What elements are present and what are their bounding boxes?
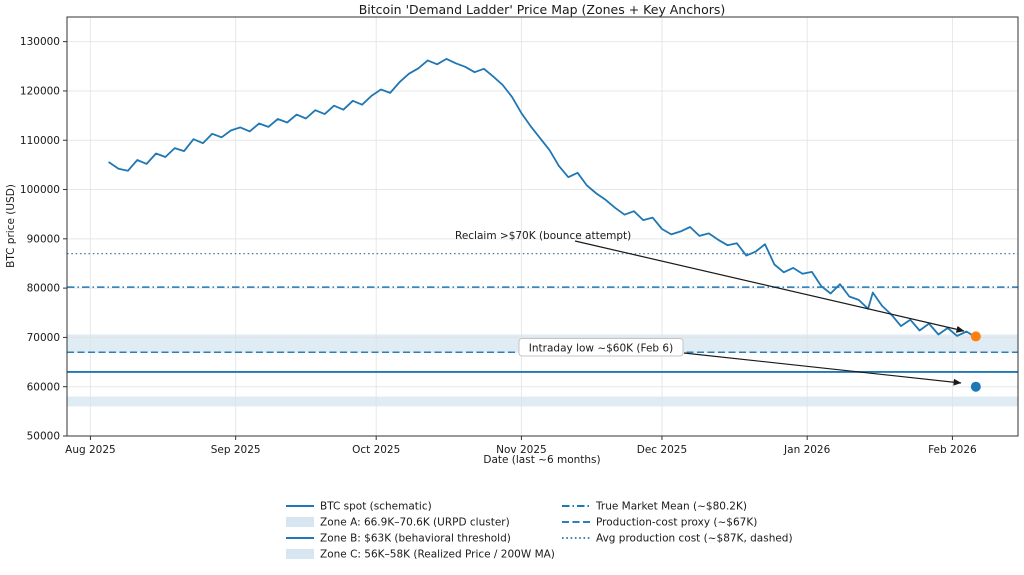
legend-label: True Market Mean (~$80.2K) [595, 501, 747, 513]
legend-label: Zone B: $63K (behavioral threshold) [320, 533, 511, 545]
legend-label: Zone C: 56K–58K (Realized Price / 200W M… [320, 549, 555, 561]
y-tick-label: 90000 [27, 233, 60, 245]
zone-band-c [67, 396, 1018, 407]
annotation-arrows [574, 240, 965, 386]
y-tick-label: 70000 [27, 332, 60, 344]
bounce-attempt-point [970, 331, 981, 342]
x-tick-label: Dec 2025 [637, 444, 687, 456]
x-tick-label: Aug 2025 [65, 444, 116, 456]
y-tick-label: 110000 [20, 135, 60, 147]
axis-ticks: 50000 60000 70000 80000 90000 100000 110000 120… [20, 36, 977, 456]
y-tick-label: 60000 [27, 381, 60, 393]
intraday-low-point [970, 381, 981, 392]
legend-label: Production-cost proxy (~$67K) [596, 517, 757, 529]
y-tick-label: 100000 [20, 184, 60, 196]
axes-spines [66, 16, 1019, 437]
annotation-arrow-0 [574, 240, 965, 333]
annotation-intraday-low-bbox [518, 338, 684, 357]
legend-swatch-patch [286, 549, 314, 559]
annotation-reclaim-70k: Reclaim >$70K (bounce attempt) [455, 230, 631, 242]
x-tick-label: Nov 2025 [496, 444, 547, 456]
plot-frame [66, 16, 1019, 437]
annotation-arrow-1 [683, 352, 962, 386]
gridlines [67, 17, 1018, 437]
legend-swatch-patch [286, 517, 314, 527]
annotation-intraday-low: Intraday low ~$60K (Feb 6) [529, 343, 673, 355]
y-tick-label: 130000 [20, 36, 60, 48]
y-axis-label: BTC price (USD) [5, 184, 17, 268]
y-tick-label: 120000 [20, 86, 60, 98]
legend-label: BTC spot (schematic) [320, 501, 432, 513]
legend-label: Avg production cost (~$87K, dashed) [596, 533, 793, 545]
btc-spot-line [108, 58, 977, 339]
y-tick-label: 50000 [27, 431, 60, 443]
key-points [970, 331, 981, 392]
y-tick-label: 80000 [27, 283, 60, 295]
x-tick-label: Feb 2026 [928, 444, 977, 456]
x-tick-label: Oct 2025 [352, 444, 400, 456]
legend: BTC spot (schematic) Zone A: 66.9K–70.6K … [286, 501, 793, 561]
chart-title: Bitcoin 'Demand Ladder' Price Map (Zones… [359, 2, 726, 17]
x-tick-label: Sep 2025 [211, 444, 261, 456]
legend-label: Zone A: 66.9K–70.6K (URPD cluster) [320, 517, 510, 529]
x-tick-label: Jan 2026 [783, 444, 831, 456]
x-axis-label: Date (last ~6 months) [483, 454, 600, 466]
btc-spot-path [108, 58, 977, 339]
